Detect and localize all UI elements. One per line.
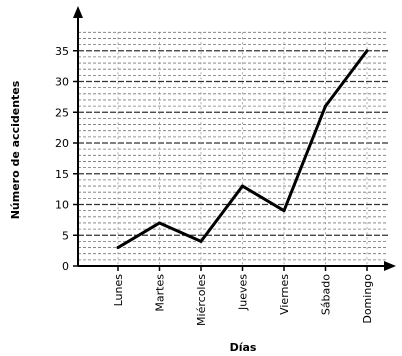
- data-point: [282, 209, 286, 213]
- x-axis-arrow: [384, 261, 396, 271]
- data-point: [158, 221, 161, 225]
- grid: [78, 31, 388, 266]
- x-axis: [78, 261, 396, 271]
- x-tick-label: Sábado: [320, 274, 333, 315]
- data-point: [241, 184, 244, 188]
- x-axis-label: Días: [230, 341, 257, 354]
- data-point: [199, 239, 203, 243]
- x-tick-label: Miércoles: [195, 274, 208, 326]
- y-axis: [73, 6, 83, 266]
- x-tick-label: Lunes: [112, 274, 125, 307]
- y-tick-label: 0: [62, 260, 69, 273]
- y-tick-label: 10: [55, 199, 69, 212]
- x-tick-labels: Lunes Martes Miércoles Jueves Viernes Sábado D…: [112, 266, 374, 326]
- x-tick-label: Jueves: [237, 274, 250, 311]
- x-tick-label: Domingo: [361, 274, 374, 324]
- y-tick-label: 20: [55, 137, 69, 150]
- y-axis-label: Número de accidentes: [9, 80, 22, 219]
- y-tick-label: 35: [55, 45, 69, 58]
- y-tick-label: 30: [55, 76, 69, 89]
- y-axis-arrow: [73, 6, 83, 18]
- data-point: [365, 49, 369, 53]
- data-points: [116, 49, 369, 250]
- y-tick-labels: 0 5 10 15 20 25 30 35: [55, 45, 78, 273]
- y-tick-label: 25: [55, 106, 69, 119]
- data-point: [324, 104, 327, 108]
- data-point: [116, 246, 120, 250]
- y-tick-label: 15: [55, 168, 69, 181]
- x-tick-label: Viernes: [278, 274, 291, 315]
- x-tick-label: Martes: [154, 274, 167, 312]
- y-tick-label: 5: [62, 229, 69, 242]
